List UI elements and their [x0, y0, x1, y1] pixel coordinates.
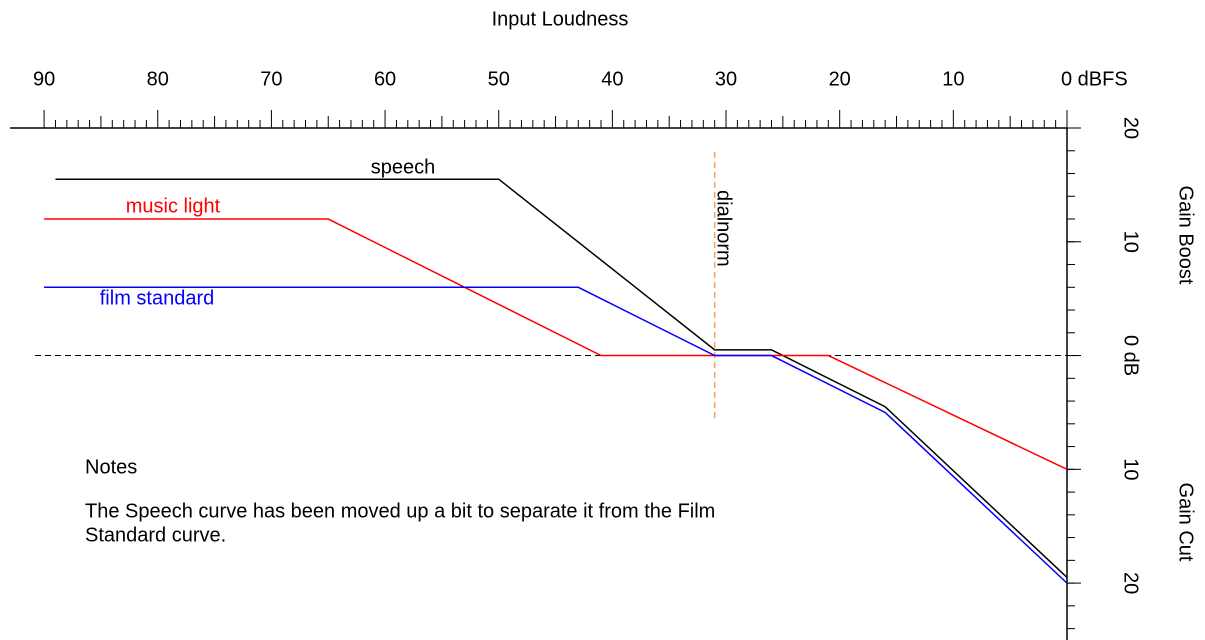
- x-tick-label: 90: [33, 68, 55, 90]
- y-axis-label: Gain Cut: [1175, 483, 1197, 562]
- series-label: music light: [126, 195, 221, 217]
- x-tick-label: 0 dBFS: [1061, 68, 1128, 90]
- series-line: [44, 218, 1068, 471]
- x-tick-label: 30: [715, 68, 737, 90]
- y-axis-label: Gain Boost: [1175, 186, 1197, 285]
- y-tick-label: 0 dB: [1120, 335, 1142, 376]
- x-tick-label: 80: [147, 68, 169, 90]
- x-tick-label: 70: [260, 68, 282, 90]
- series-line: [55, 178, 1068, 578]
- x-tick-label: 50: [488, 68, 510, 90]
- y-tick-label: 10: [1120, 458, 1142, 480]
- y-tick-label: 10: [1120, 231, 1142, 253]
- notes-title: Notes: [85, 456, 137, 478]
- notes-text: Standard curve.: [85, 524, 226, 546]
- x-tick-label: 60: [374, 68, 396, 90]
- y-tick-label: 20: [1120, 572, 1142, 594]
- series-label: film standard: [100, 287, 215, 309]
- x-tick-label: 10: [942, 68, 964, 90]
- x-tick-label: 20: [829, 68, 851, 90]
- notes-text: The Speech curve has been moved up a bit…: [85, 500, 715, 522]
- y-tick-label: 20: [1120, 117, 1142, 139]
- series-line: [44, 286, 1068, 584]
- dialnorm-label: dialnorm: [712, 190, 734, 267]
- chart-title: Input Loudness: [492, 8, 629, 30]
- series-label: speech: [371, 156, 436, 178]
- x-tick-label: 40: [601, 68, 623, 90]
